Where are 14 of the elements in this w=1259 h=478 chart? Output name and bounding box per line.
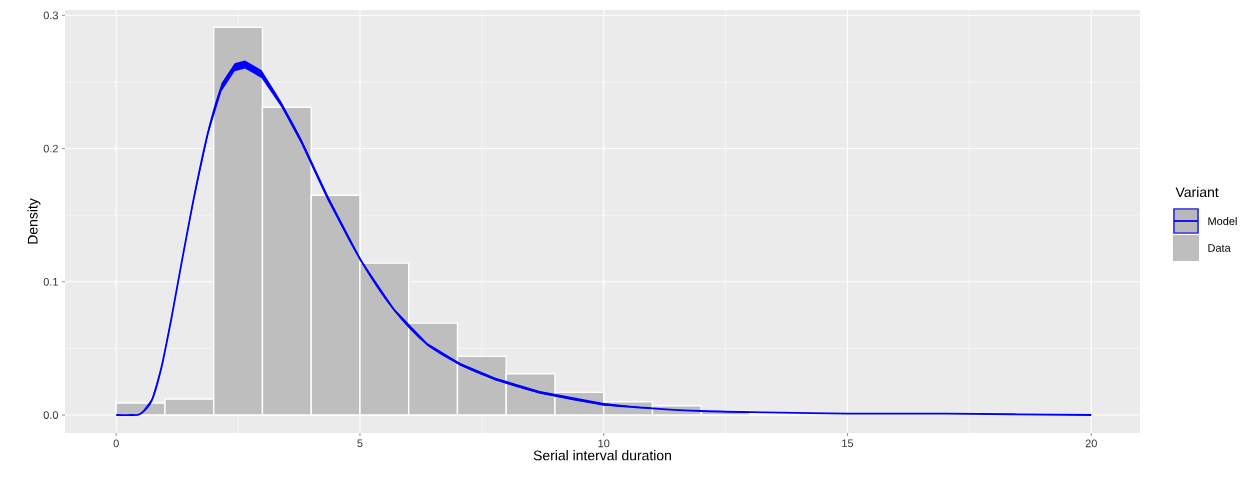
y-axis-title: Density (27, 198, 41, 244)
legend-title: Variant (1175, 186, 1219, 198)
legend-label: Model (1208, 216, 1237, 226)
x-axis-title: Serial interval duration (533, 450, 671, 461)
y-tick-label: 0.1 (43, 277, 58, 286)
y-tick-label: 0.3 (43, 11, 58, 20)
x-tick-label: 20 (1085, 439, 1097, 448)
legend-label: Data (1208, 244, 1231, 252)
x-tick-label: 0 (113, 439, 119, 448)
y-tick-label: 0.2 (43, 144, 58, 153)
x-tick-label: 5 (357, 439, 363, 448)
x-tick-label: 10 (598, 439, 610, 448)
y-tick-label: 0.0 (43, 411, 59, 419)
x-tick-label: 15 (842, 439, 854, 448)
